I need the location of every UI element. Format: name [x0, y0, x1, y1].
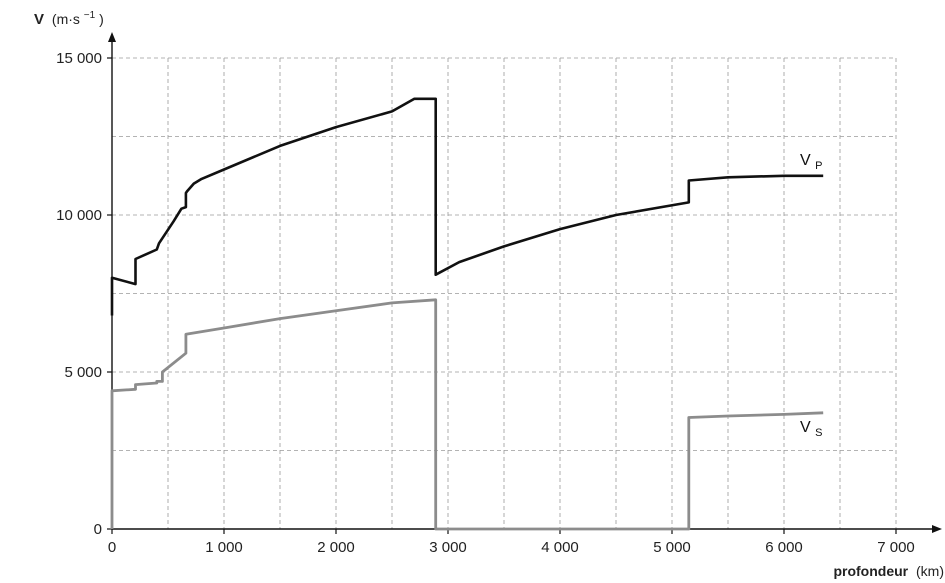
series-line-vs: [110, 298, 824, 531]
series-label-vp-subscript: P: [815, 160, 822, 172]
series-label-vp: V P: [800, 152, 822, 172]
series-label-vs: V S: [800, 419, 822, 439]
x-axis-title: profondeur (km): [833, 563, 944, 579]
axes-layer: [108, 32, 942, 533]
ticks-layer: 0 1 000 2 000 3 000 4 000 5 000 6 000 7 000 0 5 0…: [56, 50, 915, 556]
labels-layer: V (m·s −1 ) profondeur (km) V P V S: [34, 5, 944, 579]
x-tick-label: 7 000: [877, 539, 915, 556]
x-tick-label: 1 000: [205, 539, 243, 556]
y-axis-title-exponent: −1: [84, 10, 96, 21]
y-tick-label: 5 000: [64, 364, 102, 381]
x-axis-title-word: profondeur: [833, 563, 908, 579]
x-tick-label: 0: [108, 539, 116, 556]
series-label-vs-subscript: S: [815, 427, 822, 439]
x-axis-arrow-icon: [932, 525, 942, 533]
y-axis-title-symbol: V: [34, 11, 44, 28]
series-label-vp-symbol: V: [800, 152, 811, 169]
series-layer: [110, 97, 824, 531]
x-tick-label: 5 000: [653, 539, 691, 556]
series-label-vs-symbol: V: [800, 419, 811, 436]
x-tick-label: 3 000: [429, 539, 467, 556]
series-line-vp: [110, 97, 824, 316]
x-axis-title-unit: (km): [916, 563, 944, 579]
y-axis-title-unit: (m·s: [52, 11, 80, 27]
y-tick-label: 15 000: [56, 50, 102, 67]
x-tick-label: 6 000: [765, 539, 803, 556]
x-tick-label: 4 000: [541, 539, 579, 556]
grid-layer: [112, 57, 897, 529]
y-axis-title: V (m·s −1 ): [34, 5, 104, 28]
x-tick-label: 2 000: [317, 539, 355, 556]
y-axis-arrow-icon: [108, 32, 116, 42]
y-tick-label: 10 000: [56, 207, 102, 224]
y-tick-label: 0: [94, 521, 102, 538]
y-axis-title-close: ): [99, 11, 104, 27]
